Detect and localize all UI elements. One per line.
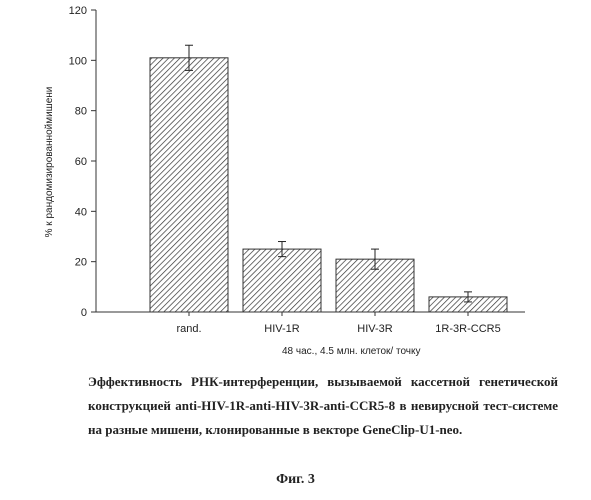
y-axis-label: % к рандомизированноймишени (44, 87, 55, 238)
y-tick-label: 0 (81, 307, 87, 319)
x-tick-label: rand. (176, 323, 201, 335)
y-tick-label: 20 (75, 257, 87, 269)
y-tick-label: 120 (69, 5, 87, 17)
y-tick-label: 40 (75, 206, 87, 218)
x-tick-label: HIV-1R (264, 323, 300, 335)
figure-label: Фиг. 3 (0, 472, 591, 488)
bar-1 (243, 249, 321, 312)
y-tick-label: 80 (75, 106, 87, 118)
y-tick-label: 100 (69, 55, 87, 67)
x-tick-label: HIV-3R (357, 323, 393, 335)
x-tick-label: 1R-3R-CCR5 (435, 323, 500, 335)
bar-0 (150, 58, 228, 312)
x-axis-label: 48 час., 4.5 млн. клеток/ точку (282, 346, 421, 357)
figure-caption: Эффективность РНК-интерференции, вызывае… (88, 370, 558, 442)
bar-chart: 0 20 40 60 80 100 120 rand. HIV-1R HIV-3R 1R-3R-CC… (0, 0, 591, 370)
y-tick-label: 60 (75, 156, 87, 168)
